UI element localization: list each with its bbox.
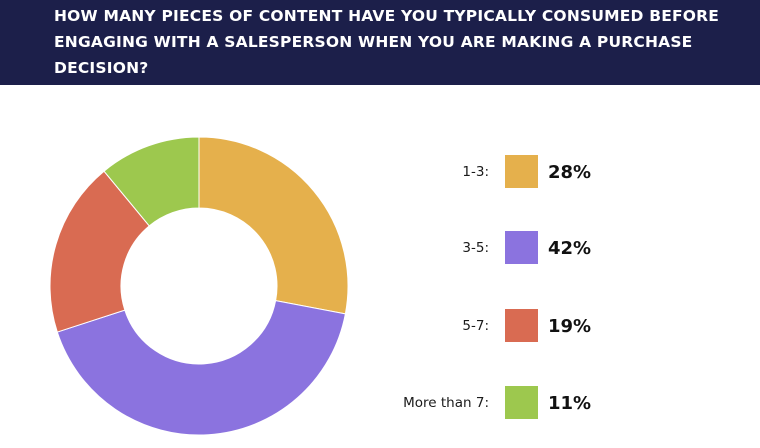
legend-swatch-1 — [505, 155, 538, 188]
legend-value-1: 28% — [548, 162, 591, 183]
legend-swatch-2 — [505, 231, 538, 264]
legend-swatch-4 — [505, 386, 538, 419]
donut-slice-2 — [56, 300, 346, 436]
header-banner: HOW MANY PIECES OF CONTENT HAVE YOU TYPI… — [0, 0, 760, 85]
legend-label-4: More than 7: — [403, 395, 489, 411]
donut-slice-3 — [49, 170, 150, 333]
legend-label-2: 3-5: — [462, 240, 489, 256]
donut-chart: 1-3: 28% 3-5: 42% 5-7: 19% More than 7: 11% — [49, 136, 591, 436]
chart-title: HOW MANY PIECES OF CONTENT HAVE YOU TYPI… — [54, 7, 720, 77]
legend-label-1: 1-3: — [462, 164, 489, 180]
legend-value-2: 42% — [548, 238, 591, 259]
legend-value-4: 11% — [548, 393, 591, 414]
legend-swatch-3 — [505, 309, 538, 342]
donut-slice-4 — [103, 136, 200, 227]
legend-value-3: 19% — [548, 316, 591, 337]
donut-slices — [49, 136, 349, 436]
chart-legend: 1-3: 28% 3-5: 42% 5-7: 19% More than 7: 11% — [403, 155, 591, 419]
donut-slice-1 — [198, 136, 349, 315]
legend-label-3: 5-7: — [462, 318, 489, 334]
